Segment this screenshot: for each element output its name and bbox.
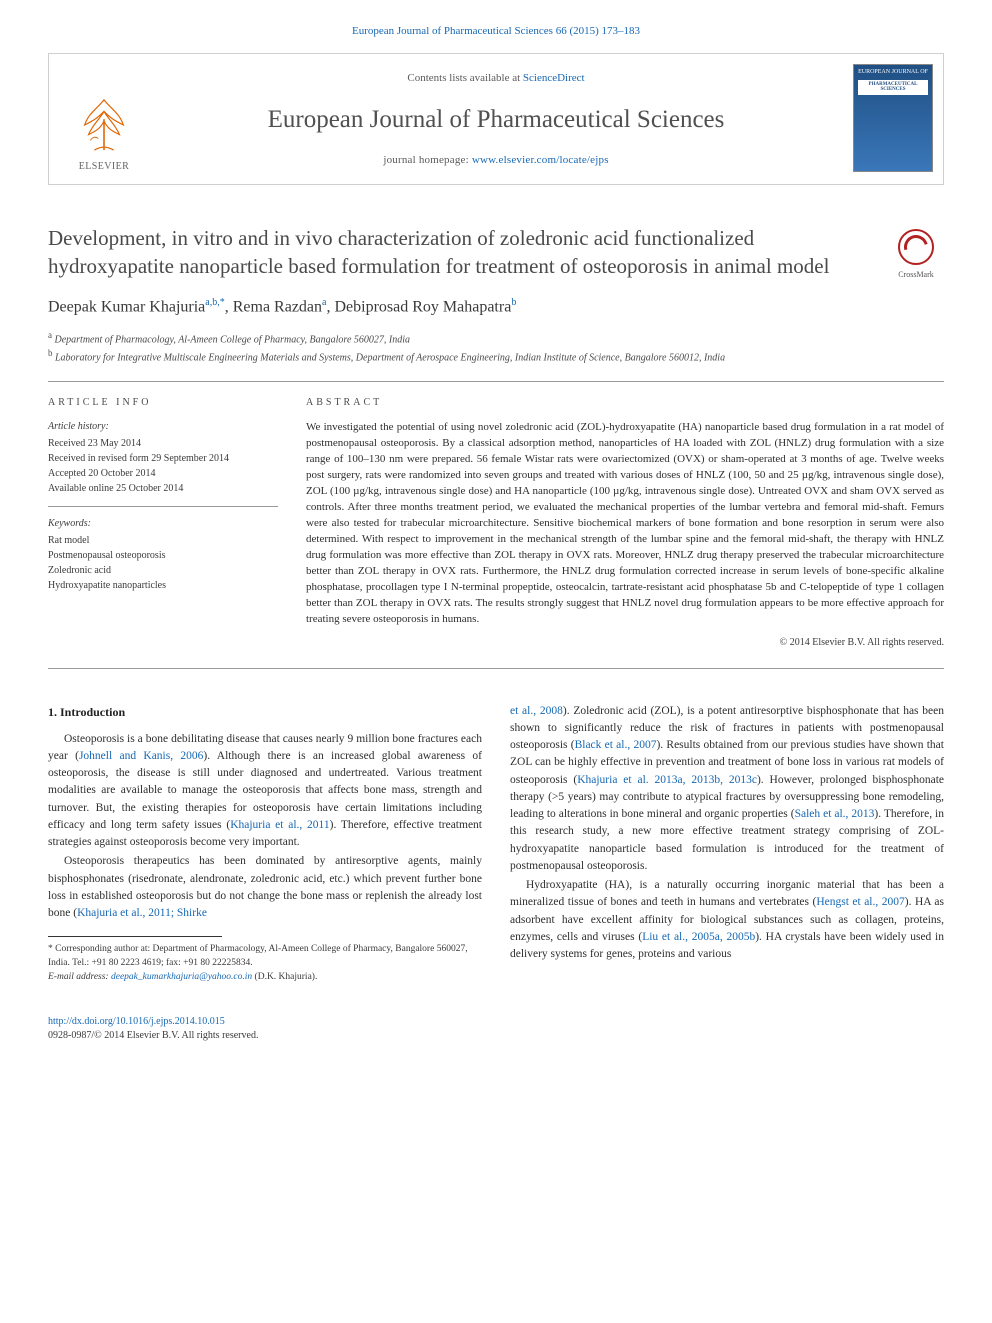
- crossmark-label: CrossMark: [898, 269, 934, 280]
- crossmark-icon: [898, 229, 934, 265]
- corresponding-author-footnote: * Corresponding author at: Department of…: [48, 943, 482, 984]
- article-title: Development, in vitro and in vivo charac…: [48, 225, 944, 280]
- keyword: Zoledronic acid: [48, 563, 278, 578]
- contents-prefix: Contents lists available at: [407, 72, 522, 84]
- abstract-copyright: © 2014 Elsevier B.V. All rights reserved…: [306, 636, 944, 650]
- homepage-link[interactable]: www.elsevier.com/locate/ejps: [472, 154, 609, 166]
- homepage-line: journal homepage: www.elsevier.com/locat…: [383, 153, 608, 168]
- doi-link[interactable]: http://dx.doi.org/10.1016/j.ejps.2014.10…: [48, 1016, 225, 1027]
- cover-band-text: PHARMACEUTICAL SCIENCES: [858, 80, 928, 95]
- corr-email-link[interactable]: deepak_kumarkhajuria@yahoo.co.in: [111, 972, 252, 982]
- ref-link[interactable]: Khajuria et al., 2011: [230, 819, 329, 831]
- elsevier-tree-icon: [75, 92, 133, 156]
- intro-para-2-cont: et al., 2008). Zoledronic acid (ZOL), is…: [510, 703, 944, 876]
- article-info-heading: ARTICLE INFO: [48, 396, 278, 410]
- history-line: Available online 25 October 2014: [48, 481, 278, 496]
- ref-link[interactable]: et al., 2008: [510, 705, 563, 717]
- ref-link[interactable]: Hengst et al., 2007: [816, 896, 904, 908]
- keyword: Hydroxyapatite nanoparticles: [48, 578, 278, 593]
- journal-masthead: ELSEVIER Contents lists available at Sci…: [48, 53, 944, 185]
- cover-top-text: EUROPEAN JOURNAL OF: [858, 69, 928, 76]
- author-1-corr[interactable]: *: [220, 297, 225, 308]
- footnote-rule: [48, 936, 222, 937]
- keyword: Rat model: [48, 533, 278, 548]
- ref-link[interactable]: Liu et al., 2005a, 2005b: [642, 931, 755, 943]
- history-line: Received 23 May 2014: [48, 436, 278, 451]
- article-info-col: ARTICLE INFO Article history: Received 2…: [48, 382, 278, 649]
- ref-link[interactable]: Khajuria et al., 2011; Shirke: [77, 907, 207, 919]
- intro-para-1: Osteoporosis is a bone debilitating dise…: [48, 731, 482, 852]
- abstract-text: We investigated the potential of using n…: [306, 420, 944, 627]
- ref-link[interactable]: Black et al., 2007: [575, 739, 657, 751]
- info-abstract-row: ARTICLE INFO Article history: Received 2…: [48, 382, 944, 668]
- publisher-label: ELSEVIER: [79, 160, 129, 174]
- page-footer: http://dx.doi.org/10.1016/j.ejps.2014.10…: [48, 1015, 944, 1043]
- section-1-heading: 1. Introduction: [48, 703, 482, 721]
- history-lines: Received 23 May 2014 Received in revised…: [48, 436, 278, 496]
- publisher-block: ELSEVIER: [59, 64, 149, 174]
- crossmark-badge[interactable]: CrossMark: [888, 229, 944, 285]
- author-1: Deepak Kumar Khajuria: [48, 298, 205, 315]
- author-3: Debiprosad Roy Mahapatra: [334, 298, 511, 315]
- history-line: Received in revised form 29 September 20…: [48, 451, 278, 466]
- homepage-prefix: journal homepage:: [383, 154, 472, 166]
- issn-copyright: 0928-0987/© 2014 Elsevier B.V. All right…: [48, 1030, 258, 1041]
- header-citation: European Journal of Pharmaceutical Scien…: [48, 24, 944, 39]
- affiliation-b: b Laboratory for Integrative Multiscale …: [48, 347, 944, 365]
- history-heading: Article history:: [48, 420, 278, 434]
- author-3-affil[interactable]: b: [511, 297, 516, 308]
- citation-link[interactable]: European Journal of Pharmaceutical Scien…: [352, 25, 640, 37]
- keyword: Postmenopausal osteoporosis: [48, 548, 278, 563]
- intro-para-3: Hydroxyapatite (HA), is a naturally occu…: [510, 877, 944, 963]
- abstract-col: ABSTRACT We investigated the potential o…: [306, 382, 944, 649]
- journal-name: European Journal of Pharmaceutical Scien…: [268, 102, 725, 137]
- abstract-heading: ABSTRACT: [306, 396, 944, 410]
- journal-cover-thumb: EUROPEAN JOURNAL OF PHARMACEUTICAL SCIEN…: [853, 64, 933, 172]
- history-line: Accepted 20 October 2014: [48, 466, 278, 481]
- keywords-heading: Keywords:: [48, 517, 278, 531]
- ref-link[interactable]: Saleh et al., 2013: [795, 808, 875, 820]
- affiliation-a: a Department of Pharmacology, Al-Ameen C…: [48, 329, 944, 347]
- author-2: Rema Razdan: [233, 298, 322, 315]
- ref-link[interactable]: Khajuria et al. 2013a, 2013b, 2013c: [577, 774, 757, 786]
- author-2-affil[interactable]: a: [322, 297, 326, 308]
- ref-link[interactable]: Johnell and Kanis, 2006: [79, 750, 203, 762]
- intro-para-2: Osteoporosis therapeutics has been domin…: [48, 853, 482, 922]
- sciencedirect-link[interactable]: ScienceDirect: [523, 72, 585, 84]
- author-1-affil[interactable]: a,b,: [205, 297, 219, 308]
- author-list: Deepak Kumar Khajuriaa,b,*, Rema Razdana…: [48, 296, 944, 319]
- affiliations: a Department of Pharmacology, Al-Ameen C…: [48, 329, 944, 366]
- contents-line: Contents lists available at ScienceDirec…: [407, 71, 584, 86]
- title-block: CrossMark Development, in vitro and in v…: [48, 225, 944, 365]
- keywords-lines: Rat model Postmenopausal osteoporosis Zo…: [48, 533, 278, 593]
- body-columns: 1. Introduction Osteoporosis is a bone d…: [48, 703, 944, 985]
